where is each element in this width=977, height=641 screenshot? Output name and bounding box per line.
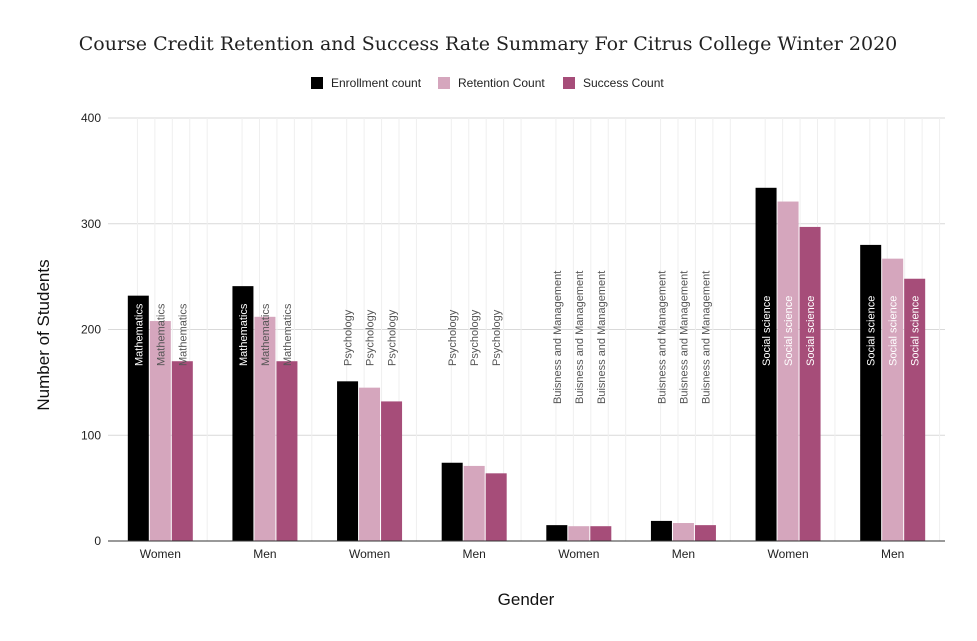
y-tick-label: 0	[94, 534, 101, 548]
bar-category-label: Mathematics	[260, 303, 272, 366]
bar	[463, 465, 485, 541]
bar	[359, 387, 381, 541]
bar-category-label: Buisness and Management	[678, 271, 690, 404]
bar-category-label: Mathematics	[282, 303, 294, 366]
x-axis-ticks: Women Men Women Men Women Men Women Men	[140, 547, 905, 561]
bar-category-label: Mathematics	[238, 303, 250, 366]
bar-category-label: Social science	[805, 296, 817, 366]
bar	[149, 321, 171, 541]
bar-category-label: Social science	[866, 296, 878, 366]
bar	[171, 361, 193, 541]
bar-category-label: Psychology	[387, 309, 399, 366]
bar-category-label: Social science	[888, 296, 900, 366]
bar	[860, 244, 882, 541]
bar	[882, 258, 904, 541]
bar-category-label: Social science	[910, 296, 922, 366]
chart-title: Course Credit Retention and Success Rate…	[79, 33, 898, 55]
bar	[232, 286, 254, 541]
x-axis-label: Gender	[498, 590, 555, 609]
bar	[755, 187, 777, 542]
bar-category-label: Social science	[761, 296, 773, 366]
bar	[127, 295, 149, 541]
bar-category-label: Buisness and Management	[596, 271, 608, 404]
y-tick-label: 400	[81, 111, 101, 125]
bar-category-label: Buisness and Management	[552, 271, 564, 404]
y-axis-label: Number of Students	[34, 259, 53, 410]
legend-swatch	[311, 77, 323, 89]
legend-label: Enrollment count	[331, 76, 422, 90]
bar	[276, 361, 298, 541]
x-tick-label: Men	[253, 547, 276, 561]
legend-label: Success Count	[583, 76, 664, 90]
bar	[904, 278, 926, 541]
x-tick-label: Women	[140, 547, 181, 561]
legend-swatch	[438, 77, 450, 89]
y-axis-ticks: 0 100 200 300 400	[81, 111, 101, 548]
bar	[441, 462, 463, 541]
bar-category-label: Psychology	[343, 309, 355, 366]
legend-label: Retention Count	[458, 76, 545, 90]
x-tick-label: Men	[672, 547, 695, 561]
x-tick-label: Women	[767, 547, 808, 561]
bar	[777, 201, 799, 542]
y-tick-label: 300	[81, 217, 101, 231]
bar	[381, 401, 403, 541]
bar-category-label: Buisness and Management	[656, 271, 668, 404]
bars	[127, 187, 926, 542]
x-tick-label: Men	[463, 547, 486, 561]
y-tick-label: 100	[81, 428, 101, 442]
bar	[485, 473, 507, 541]
bar	[672, 523, 694, 541]
bar-category-label: Mathematics	[133, 303, 145, 366]
bar-category-label: Social science	[783, 296, 795, 366]
bar-labels: Mathematics Mathematics Mathematics Mathema…	[133, 271, 921, 404]
bar	[799, 226, 821, 542]
bar	[546, 525, 568, 541]
bar-category-label: Psychology	[469, 309, 481, 366]
bar	[568, 526, 590, 541]
bar-category-label: Psychology	[447, 309, 459, 366]
bar	[337, 381, 359, 541]
bar	[590, 526, 612, 541]
legend-swatch	[563, 77, 575, 89]
bar	[254, 316, 276, 541]
y-tick-label: 200	[81, 323, 101, 337]
bar-category-label: Mathematics	[177, 303, 189, 366]
bar-category-label: Mathematics	[155, 303, 167, 366]
bar-category-label: Psychology	[365, 309, 377, 366]
bar	[650, 520, 672, 541]
x-tick-label: Women	[558, 547, 599, 561]
bar-category-label: Psychology	[491, 309, 503, 366]
x-tick-label: Men	[881, 547, 904, 561]
legend: Enrollment count Retention Count Success C…	[311, 76, 664, 90]
bar	[694, 525, 716, 541]
x-tick-label: Women	[349, 547, 390, 561]
bar-category-label: Buisness and Management	[700, 271, 712, 404]
bar-category-label: Buisness and Management	[574, 271, 586, 404]
